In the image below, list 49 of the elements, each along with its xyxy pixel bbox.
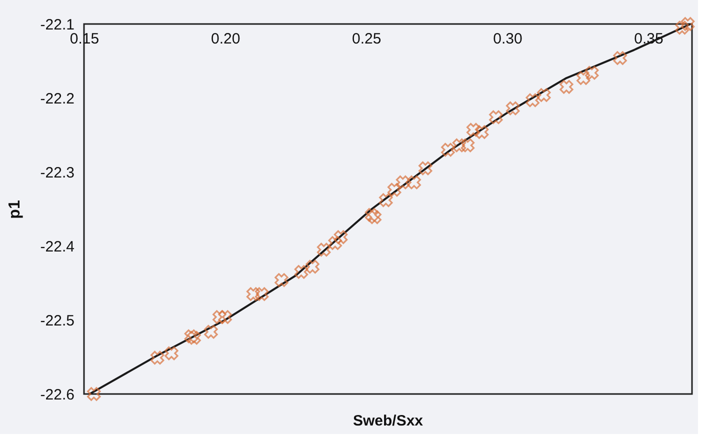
point — [460, 138, 475, 152]
point — [164, 346, 178, 360]
point — [328, 236, 342, 250]
y-tick-label: -22.3 — [40, 164, 74, 182]
y-axis-title: p1 — [6, 200, 24, 219]
point — [675, 20, 689, 35]
x-tick-label: 0.30 — [493, 30, 522, 48]
point — [452, 138, 466, 152]
point — [364, 208, 379, 222]
point — [441, 142, 455, 157]
point — [537, 88, 551, 102]
point — [418, 161, 432, 176]
point — [246, 287, 260, 301]
y-tick-label: -22.2 — [40, 90, 74, 108]
point — [379, 193, 393, 207]
point — [87, 387, 101, 401]
point — [506, 102, 520, 116]
point — [254, 287, 269, 301]
point — [218, 310, 232, 324]
y-tick-label: -22.6 — [40, 386, 74, 404]
point — [184, 329, 198, 344]
point — [204, 324, 218, 339]
point — [489, 110, 503, 124]
point — [576, 71, 590, 85]
point — [274, 273, 288, 287]
point — [526, 93, 540, 108]
point — [584, 66, 599, 80]
point — [466, 122, 480, 137]
point — [474, 125, 489, 139]
y-tick-label: -22.5 — [40, 312, 74, 330]
point — [613, 51, 627, 65]
point — [560, 80, 574, 94]
point — [334, 230, 348, 244]
point — [680, 17, 695, 31]
y-tick-label: -22.4 — [40, 238, 74, 256]
point — [368, 210, 382, 224]
point — [187, 330, 201, 345]
point — [387, 182, 402, 197]
point — [407, 176, 421, 190]
point — [396, 176, 410, 190]
x-tick-label: 0.25 — [352, 30, 382, 48]
x-tick-label: 0.20 — [210, 30, 240, 48]
point — [212, 310, 226, 324]
point — [316, 242, 331, 257]
y-tick-label: -22.1 — [40, 16, 74, 34]
point — [306, 260, 320, 274]
x-axis-title: Sweb/Sxx — [352, 412, 424, 430]
point — [150, 350, 164, 365]
point — [294, 265, 308, 279]
